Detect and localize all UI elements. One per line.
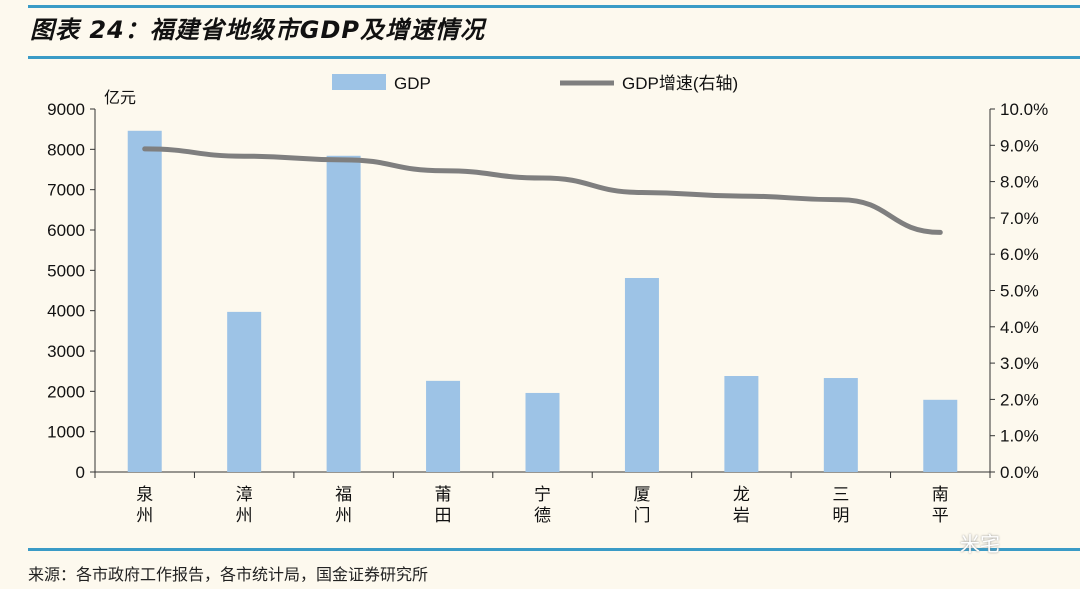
category-label: 南平 — [932, 485, 949, 525]
category-label: 龙岩 — [733, 485, 750, 525]
right-tick-label: 7.0% — [1000, 209, 1039, 228]
gdp-bar-南平 — [923, 399, 958, 472]
right-tick-label: 2.0% — [1000, 390, 1039, 409]
right-tick-label: 1.0% — [1000, 427, 1039, 446]
legend-line-label: GDP增速(右轴) — [622, 74, 738, 93]
gdp-bar-龙岩 — [724, 376, 759, 472]
title-rule — [28, 56, 1080, 59]
gdp-bar-宁德 — [525, 392, 560, 472]
category-label: 三明 — [832, 485, 849, 525]
legend-bar-label: GDP — [394, 74, 431, 93]
category-label: 漳州 — [236, 485, 253, 525]
left-tick-label: 6000 — [47, 221, 85, 240]
category-label: 泉州 — [136, 485, 153, 525]
figure-title: 图表 24：福建省地级市GDP及增速情况 — [30, 16, 485, 44]
left-tick-label: 9000 — [47, 100, 85, 119]
gdp-growth-line — [142, 146, 943, 235]
right-tick-label: 8.0% — [1000, 173, 1039, 192]
gdp-bar-莆田 — [426, 380, 461, 472]
gdp-bar-福州 — [326, 155, 361, 472]
left-tick-label: 2000 — [47, 382, 85, 401]
watermark: 米宅 — [960, 532, 1000, 556]
gdp-bar-漳州 — [227, 311, 262, 472]
right-tick-label: 4.0% — [1000, 318, 1039, 337]
category-label: 福州 — [335, 485, 352, 525]
source-note: 来源：各市政府工作报告，各市统计局，国金证券研究所 — [28, 565, 429, 584]
left-tick-label: 1000 — [47, 423, 85, 442]
right-tick-label: 10.0% — [1000, 100, 1048, 119]
left-tick-label: 8000 — [47, 140, 85, 159]
left-tick-label: 0 — [76, 463, 85, 482]
category-label: 莆田 — [435, 485, 452, 525]
bottom-rule — [28, 548, 1080, 551]
right-tick-label: 9.0% — [1000, 136, 1039, 155]
gdp-bar-三明 — [823, 378, 858, 472]
left-axis-unit: 亿元 — [104, 89, 136, 107]
left-tick-label: 4000 — [47, 302, 85, 321]
right-tick-label: 5.0% — [1000, 282, 1039, 301]
gdp-bar-泉州 — [127, 130, 162, 472]
top-rule — [28, 5, 1080, 8]
left-tick-label: 7000 — [47, 181, 85, 200]
right-tick-label: 3.0% — [1000, 354, 1039, 373]
legend-bar-swatch — [332, 74, 386, 90]
gdp-bar-厦门 — [624, 277, 659, 472]
category-label: 厦门 — [633, 485, 650, 525]
left-tick-label: 5000 — [47, 261, 85, 280]
category-label: 宁德 — [534, 485, 551, 525]
right-tick-label: 6.0% — [1000, 245, 1039, 264]
right-tick-label: 0.0% — [1000, 463, 1039, 482]
left-tick-label: 3000 — [47, 342, 85, 361]
